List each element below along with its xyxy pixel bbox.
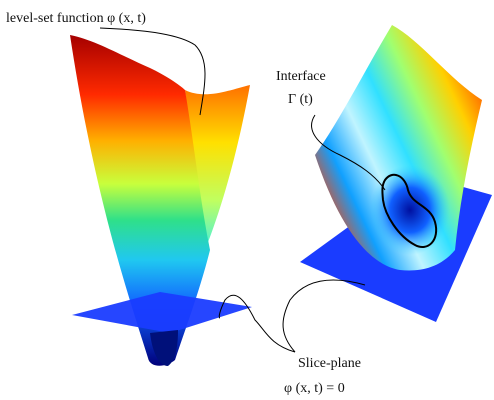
figure: level-set function φ (x, t) Interface Γ … <box>0 0 494 400</box>
leader-line <box>283 280 365 352</box>
slice-plane-left <box>72 292 252 333</box>
label-slice-equation: φ (x, t) = 0 <box>284 381 345 396</box>
label-slice-plane: Slice-plane <box>298 356 361 371</box>
label-interface: Interface <box>276 69 326 84</box>
label-level-set: level-set function φ (x, t) <box>6 11 146 26</box>
label-interface-symbol: Γ (t) <box>288 92 313 107</box>
